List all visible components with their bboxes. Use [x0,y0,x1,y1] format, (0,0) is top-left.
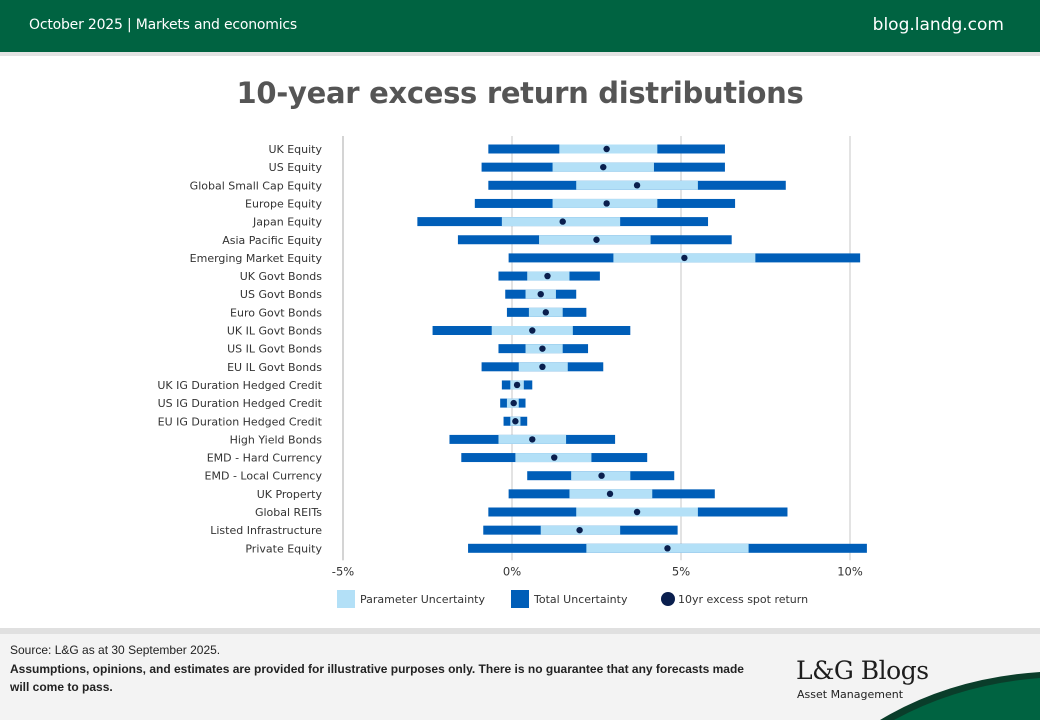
category-label: EMD - Local Currency [205,470,323,483]
spot-return-point [606,490,614,498]
x-tick-label: -5% [332,564,354,578]
legend-spot-label: 10yr excess spot return [678,593,808,606]
spot-return-point [633,182,641,189]
category-label: Asia Pacific Equity [222,234,322,247]
brand-logo-subtitle: Asset Management [797,688,904,701]
category-label: EU IL Govt Bonds [227,361,322,374]
category-label: UK Property [257,488,323,501]
spot-return-point [539,363,546,370]
spot-return-point [593,236,600,243]
footer: Source: L&G as at 30 September 2025. Ass… [0,634,1040,720]
header-bar: October 2025 | Markets and economics blo… [0,0,1040,52]
legend-total-swatch [511,590,529,608]
source-note: Source: L&G as at 30 September 2025. [10,643,221,657]
x-tick-label: 5% [672,564,690,578]
header-divider [0,52,1040,56]
spot-return-point [539,345,546,352]
range-chart: UK Equity US Equity Global Small Cap Equit… [157,136,867,608]
category-label: High Yield Bonds [230,433,323,446]
category-label: UK IG Duration Hedged Credit [157,379,322,392]
category-label: US IL Govt Bonds [227,343,322,356]
bars [417,144,867,553]
spot-return-point [537,291,544,298]
category-label: Global Small Cap Equity [190,179,323,192]
category-label: UK IL Govt Bonds [227,325,322,338]
category-label: Emerging Market Equity [190,252,323,265]
category-label: Listed Infrastructure [210,524,322,537]
x-tick-label: 10% [837,564,863,578]
spot-return-point [598,472,605,479]
spot-return-point [510,399,517,407]
spot-return-point [600,163,607,171]
spot-return-point [664,545,671,552]
spot-return-point [529,436,536,443]
spot-return-point [603,200,610,207]
brand-swoosh-graphic [880,672,1040,720]
chart-title: 10-year excess return distributions [236,76,804,110]
spot-return-point [513,381,521,389]
spot-return-point [544,272,551,280]
spot-return-point [551,454,558,461]
spot-return-point [512,418,519,425]
category-label: Private Equity [245,542,322,555]
category-label: UK Equity [268,143,322,156]
legend-spot-marker [661,592,675,606]
header-site-link[interactable]: blog.landg.com [872,15,1004,35]
category-labels: UK Equity US Equity Global Small Cap Equit… [157,143,322,555]
legend: Parameter Uncertainty Total Uncertainty 10… [337,590,808,608]
legend-total-label: Total Uncertainty [533,593,628,606]
spot-return-point [633,508,641,516]
category-label: US Equity [269,161,323,174]
legend-parameter-swatch [337,590,355,608]
x-tick-label: 0% [503,564,521,578]
spot-return-point [681,254,688,262]
category-label: US Govt Bonds [240,288,322,301]
spot-return-point [576,526,583,534]
category-label: US IG Duration Hedged Credit [158,397,323,410]
category-label: Global REITs [255,506,322,519]
spot-return-point [603,145,610,153]
category-label: Euro Govt Bonds [230,306,322,319]
header-date-section: October 2025 | Markets and economics [29,17,298,33]
category-label: EU IG Duration Hedged Credit [158,415,323,428]
category-label: Europe Equity [245,197,322,210]
footer-divider [0,628,1040,634]
category-label: EMD - Hard Currency [207,452,323,465]
spot-return-point [559,218,566,225]
category-label: UK Govt Bonds [240,270,323,283]
brand-logo-title: L&G Blogs [796,656,929,685]
spot-return-point [542,309,549,316]
legend-parameter-label: Parameter Uncertainty [360,593,485,606]
spot-return-point [529,327,536,334]
disclaimer-text: Assumptions, opinions, and estimates are… [10,662,744,694]
category-label: Japan Equity [252,216,322,229]
x-tick-labels: -5% 0% 5% 10% [332,564,863,578]
